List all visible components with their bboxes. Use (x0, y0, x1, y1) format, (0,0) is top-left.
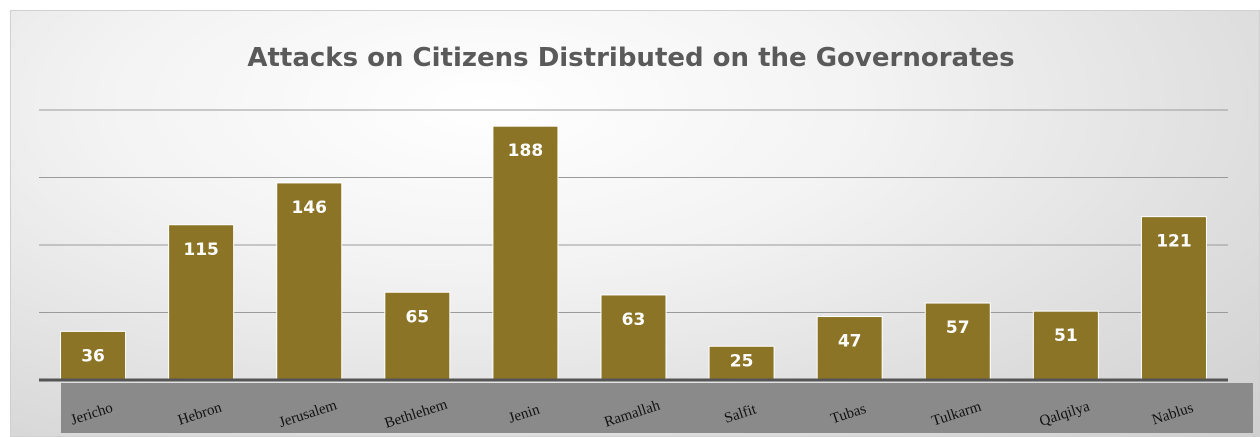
bar-nablus (1140, 216, 1207, 381)
data-label: 51 (1054, 326, 1078, 346)
data-label: 188 (508, 141, 544, 161)
data-label: 63 (622, 310, 646, 330)
category-band (61, 383, 1253, 433)
bar-hebron (168, 224, 235, 381)
data-label: 36 (81, 346, 105, 366)
bar-jenin (492, 125, 559, 381)
bar-bethlehem (384, 291, 451, 381)
data-label: 146 (291, 198, 327, 218)
data-label: 57 (946, 318, 970, 338)
data-label: 65 (405, 307, 429, 327)
data-label: 25 (730, 351, 754, 371)
bar-tulkarm (924, 302, 991, 381)
bar-salfit (708, 345, 775, 381)
data-label: 115 (183, 240, 219, 260)
bar-qalqilya (1032, 310, 1099, 381)
data-label: 121 (1156, 232, 1192, 252)
chart-title: Attacks on Citizens Distributed on the G… (247, 43, 1014, 73)
bar-tubas (816, 316, 883, 381)
data-label: 47 (838, 332, 862, 352)
bars: 36 115 146 65 188 63 25 47 57 51 121 (60, 125, 1207, 381)
bar-jericho (60, 330, 127, 381)
bar-ramallah (600, 294, 667, 381)
bar-jerusalem (276, 182, 343, 381)
